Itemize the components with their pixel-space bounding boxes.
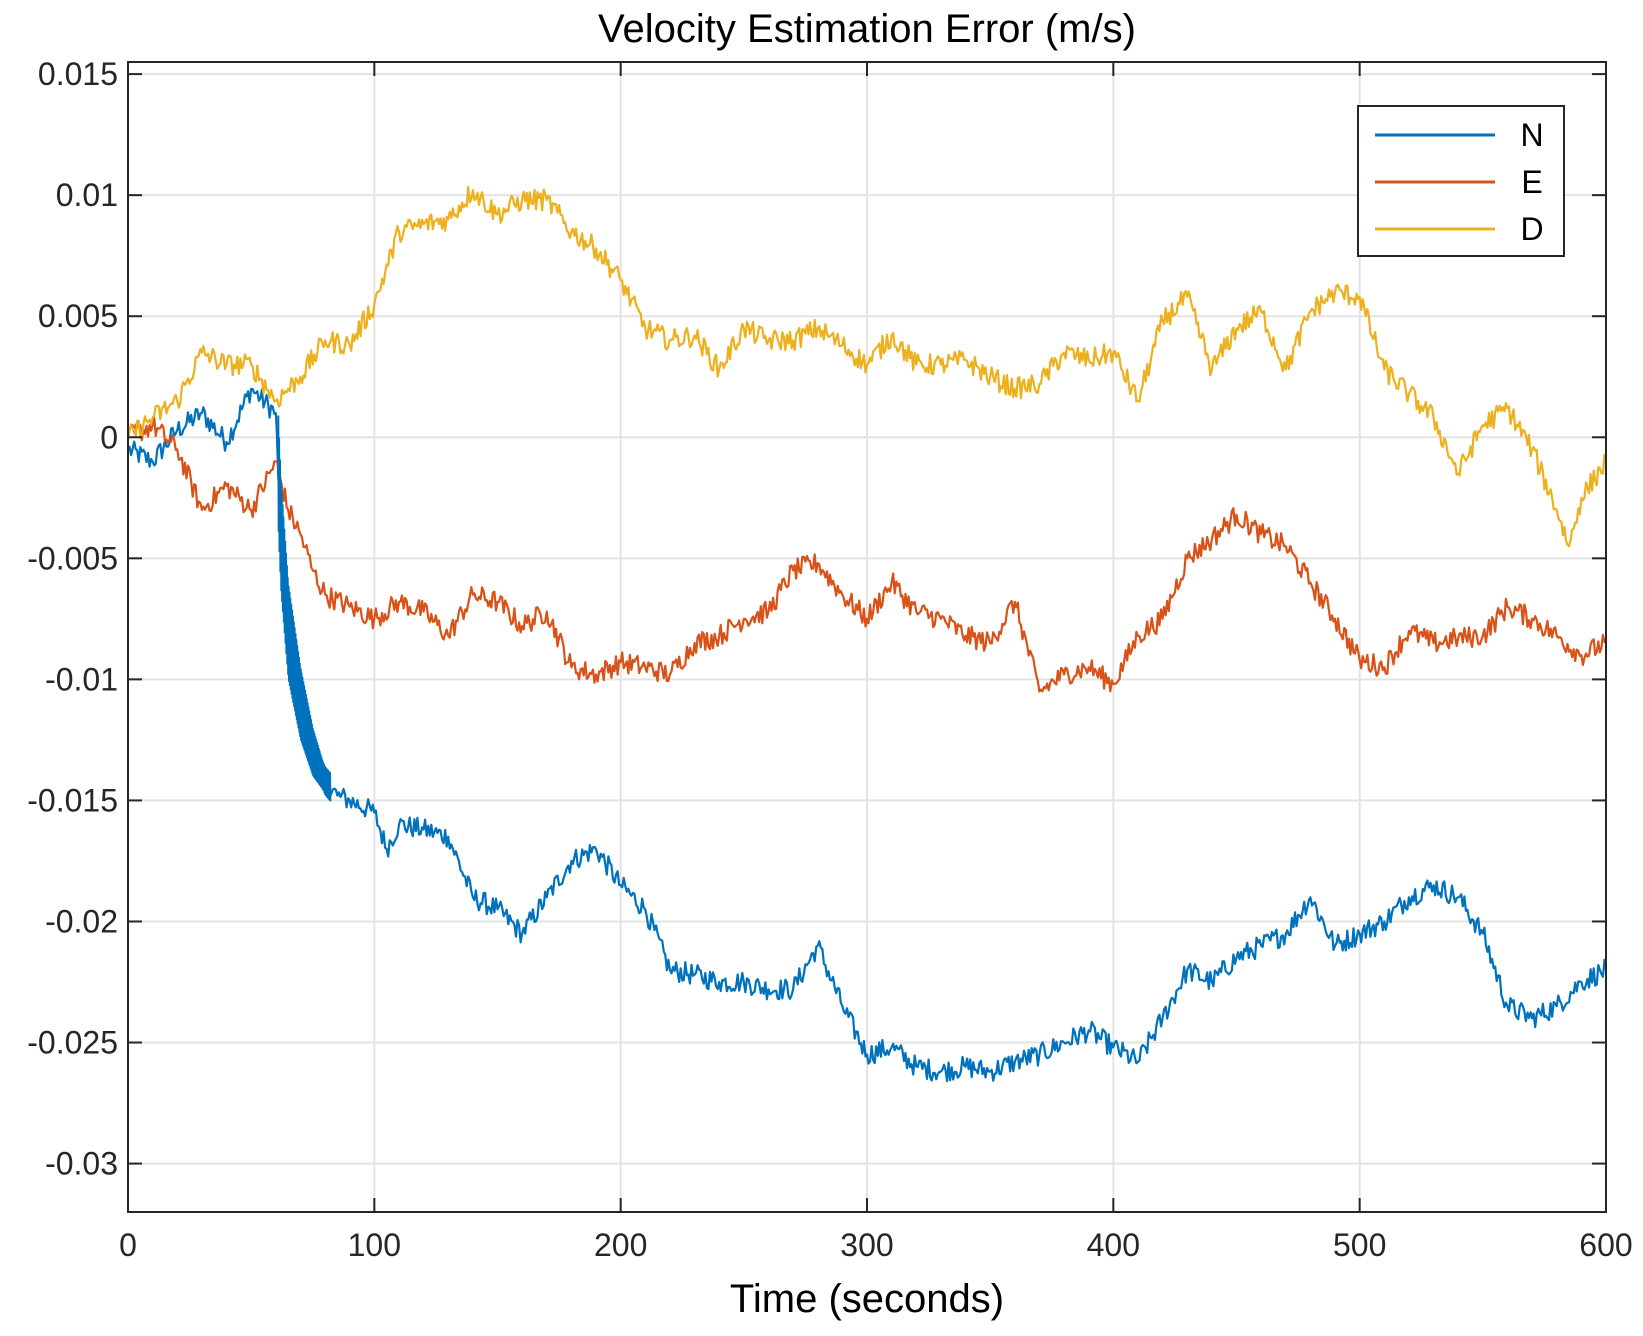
- x-tick-label: 200: [594, 1227, 647, 1263]
- y-tick-label: -0.01: [45, 661, 118, 697]
- x-axis-label: Time (seconds): [730, 1277, 1004, 1321]
- series-line-D: [126, 185, 1608, 548]
- x-tick-labels: 0 100 200 300 400 500 600: [119, 1227, 1633, 1263]
- x-tick-label: 500: [1333, 1227, 1386, 1263]
- y-tick-label: -0.03: [45, 1146, 118, 1182]
- legend-label-D: D: [1520, 211, 1543, 247]
- y-tick-label: 0.01: [56, 177, 118, 213]
- legend-label-N: N: [1520, 117, 1543, 153]
- y-tick-label: -0.02: [45, 903, 118, 939]
- y-tick-labels: 0.015 0.01 0.005 0 -0.005 -0.01 -0.015 -0.02 -0.…: [27, 56, 118, 1181]
- series-line-N-oscillation: [277, 415, 332, 802]
- series-line-N: [127, 387, 1608, 1083]
- y-tick-label: 0.015: [38, 56, 118, 92]
- x-tick-label: 0: [119, 1227, 137, 1263]
- chart-title: Velocity Estimation Error (m/s): [598, 7, 1136, 51]
- y-tick-label: -0.025: [27, 1025, 118, 1061]
- x-tick-label: 400: [1087, 1227, 1140, 1263]
- plot-frame: [127, 61, 1607, 1213]
- series-line-E: [126, 415, 1607, 693]
- y-tick-label: -0.015: [27, 782, 118, 818]
- series-group: [126, 185, 1608, 1083]
- y-tick-label: -0.005: [27, 540, 118, 576]
- legend-label-E: E: [1521, 164, 1542, 200]
- x-tick-label: 600: [1579, 1227, 1632, 1263]
- y-tick-label: 0.005: [38, 298, 118, 334]
- x-tick-label: 100: [348, 1227, 401, 1263]
- x-tick-label: 300: [840, 1227, 893, 1263]
- y-tick-label: 0: [100, 419, 118, 455]
- legend: NED: [1357, 105, 1565, 257]
